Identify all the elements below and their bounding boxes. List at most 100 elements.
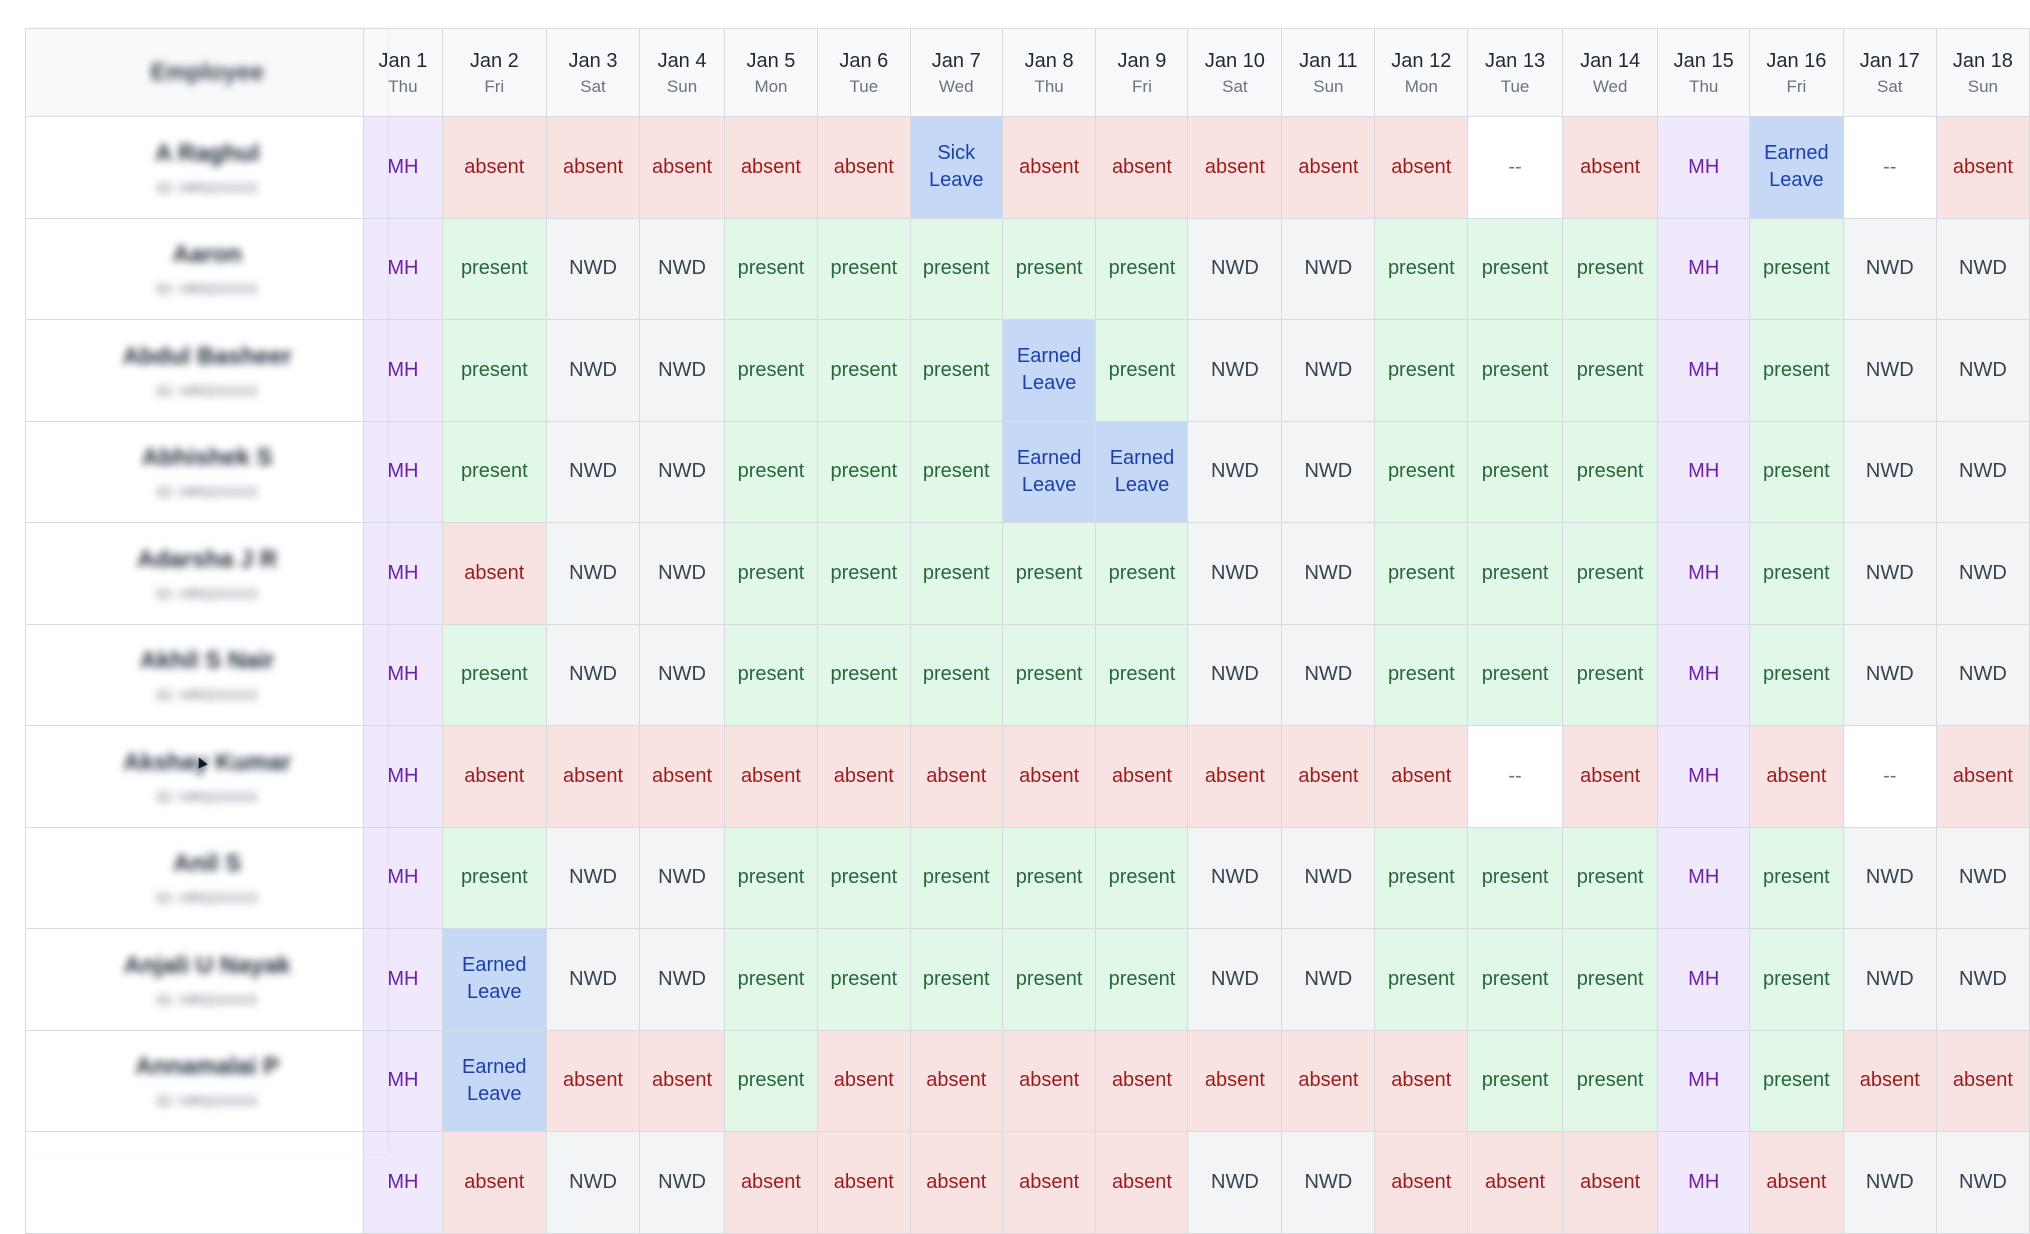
attendance-cell[interactable]: NWD xyxy=(1935,623,2030,726)
attendance-cell[interactable]: present xyxy=(1561,928,1659,1031)
attendance-cell[interactable]: present xyxy=(441,217,548,320)
attendance-cell[interactable]: absent xyxy=(816,1029,911,1132)
attendance-cell[interactable]: absent xyxy=(1935,725,2030,828)
attendance-cell[interactable]: Earned Leave xyxy=(1095,420,1189,523)
attendance-cell[interactable]: absent xyxy=(639,725,726,828)
attendance-cell[interactable]: absent xyxy=(546,1029,641,1132)
attendance-cell[interactable]: NWD xyxy=(1842,623,1937,726)
attendance-cell[interactable]: NWD xyxy=(639,1131,726,1234)
attendance-cell[interactable]: absent xyxy=(816,725,911,828)
day-column-header[interactable]: Jan 8 Thu xyxy=(1001,28,1097,117)
attendance-cell[interactable]: present xyxy=(909,217,1003,320)
attendance-cell[interactable]: NWD xyxy=(1187,319,1283,422)
attendance-cell[interactable]: present xyxy=(1467,623,1563,726)
attendance-cell[interactable]: present xyxy=(724,522,818,625)
attendance-cell[interactable]: present xyxy=(724,319,818,422)
attendance-cell[interactable]: absent xyxy=(1001,1029,1097,1132)
attendance-cell[interactable]: present xyxy=(1749,217,1844,320)
attendance-cell[interactable]: present xyxy=(1749,522,1844,625)
attendance-cell[interactable]: -- xyxy=(1842,725,1937,828)
attendance-cell[interactable]: NWD xyxy=(1281,217,1376,320)
attendance-cell[interactable]: -- xyxy=(1842,116,1937,219)
attendance-cell[interactable]: present xyxy=(1095,522,1189,625)
attendance-cell[interactable]: present xyxy=(1095,319,1189,422)
attendance-cell[interactable]: present xyxy=(1374,319,1469,422)
attendance-cell[interactable]: present xyxy=(909,826,1003,929)
attendance-cell[interactable]: absent xyxy=(909,725,1003,828)
attendance-cell[interactable]: absent xyxy=(1001,1131,1097,1234)
employee-cell[interactable]: Akshay Kumar ID: HR02XXXX xyxy=(24,725,365,828)
attendance-cell[interactable]: MH xyxy=(363,522,443,625)
attendance-cell[interactable]: absent xyxy=(1281,116,1376,219)
attendance-cell[interactable]: present xyxy=(1374,217,1469,320)
attendance-cell[interactable]: absent xyxy=(724,1131,818,1234)
attendance-cell[interactable]: present xyxy=(1467,522,1563,625)
attendance-cell[interactable]: present xyxy=(1001,826,1097,929)
attendance-cell[interactable]: absent xyxy=(1842,1029,1937,1132)
day-column-header[interactable]: Jan 3 Sat xyxy=(546,28,641,117)
attendance-cell[interactable]: present xyxy=(1095,217,1189,320)
attendance-cell[interactable]: absent xyxy=(1001,725,1097,828)
attendance-cell[interactable]: present xyxy=(724,826,818,929)
day-column-header[interactable]: Jan 17 Sat xyxy=(1842,28,1937,117)
day-column-header[interactable]: Jan 13 Tue xyxy=(1467,28,1563,117)
attendance-cell[interactable]: NWD xyxy=(1935,1131,2030,1234)
attendance-cell[interactable]: NWD xyxy=(546,1131,641,1234)
attendance-cell[interactable]: NWD xyxy=(1187,623,1283,726)
employee-cell[interactable]: A Raghul ID: HR02XXXX xyxy=(24,116,365,219)
attendance-cell[interactable]: absent xyxy=(1095,116,1189,219)
attendance-cell[interactable]: present xyxy=(1749,420,1844,523)
attendance-cell[interactable]: absent xyxy=(546,116,641,219)
attendance-cell[interactable]: present xyxy=(1467,1029,1563,1132)
attendance-cell[interactable]: present xyxy=(1467,420,1563,523)
attendance-cell[interactable]: MH xyxy=(1657,522,1751,625)
attendance-cell[interactable]: present xyxy=(724,928,818,1031)
attendance-cell[interactable]: present xyxy=(909,319,1003,422)
attendance-cell[interactable]: present xyxy=(724,623,818,726)
attendance-cell[interactable]: NWD xyxy=(639,623,726,726)
attendance-cell[interactable]: present xyxy=(1749,623,1844,726)
attendance-cell[interactable]: present xyxy=(1749,928,1844,1031)
attendance-cell[interactable]: present xyxy=(1374,420,1469,523)
employee-cell[interactable]: Annamalai P ID: HR02XXXX xyxy=(24,1029,365,1132)
attendance-cell[interactable]: absent xyxy=(1374,1029,1469,1132)
attendance-cell[interactable]: present xyxy=(1749,319,1844,422)
attendance-cell[interactable]: NWD xyxy=(1281,826,1376,929)
attendance-cell[interactable]: present xyxy=(1467,928,1563,1031)
attendance-cell[interactable]: present xyxy=(816,319,911,422)
attendance-cell[interactable]: NWD xyxy=(1281,928,1376,1031)
attendance-cell[interactable]: NWD xyxy=(1281,1131,1376,1234)
day-column-header[interactable]: Jan 12 Mon xyxy=(1374,28,1469,117)
day-column-header[interactable]: Jan 4 Sun xyxy=(639,28,726,117)
attendance-cell[interactable]: present xyxy=(1467,319,1563,422)
attendance-cell[interactable]: present xyxy=(1001,623,1097,726)
attendance-cell[interactable]: NWD xyxy=(1842,1131,1937,1234)
attendance-cell[interactable]: NWD xyxy=(1842,420,1937,523)
attendance-cell[interactable]: MH xyxy=(363,217,443,320)
employee-cell[interactable]: Aaron ID: HR02XXXX xyxy=(24,217,365,320)
day-column-header[interactable]: Jan 9 Fri xyxy=(1095,28,1189,117)
attendance-cell[interactable]: MH xyxy=(363,1131,443,1234)
attendance-cell[interactable]: present xyxy=(1749,826,1844,929)
attendance-cell[interactable]: Sick Leave xyxy=(909,116,1003,219)
attendance-cell[interactable]: Earned Leave xyxy=(1001,420,1097,523)
attendance-cell[interactable]: present xyxy=(816,826,911,929)
attendance-cell[interactable]: present xyxy=(909,623,1003,726)
attendance-cell[interactable]: present xyxy=(1561,420,1659,523)
attendance-cell[interactable]: present xyxy=(816,217,911,320)
attendance-cell[interactable]: absent xyxy=(639,1029,726,1132)
attendance-cell[interactable]: present xyxy=(1095,623,1189,726)
attendance-cell[interactable]: MH xyxy=(363,116,443,219)
attendance-cell[interactable]: NWD xyxy=(1281,623,1376,726)
day-column-header[interactable]: Jan 14 Wed xyxy=(1561,28,1659,117)
attendance-cell[interactable]: NWD xyxy=(546,420,641,523)
attendance-cell[interactable]: present xyxy=(1561,319,1659,422)
attendance-cell[interactable]: MH xyxy=(363,928,443,1031)
attendance-cell[interactable]: absent xyxy=(1095,1131,1189,1234)
attendance-cell[interactable]: NWD xyxy=(639,826,726,929)
attendance-cell[interactable]: NWD xyxy=(1935,826,2030,929)
attendance-cell[interactable]: present xyxy=(1001,928,1097,1031)
attendance-cell[interactable]: absent xyxy=(816,116,911,219)
attendance-cell[interactable]: absent xyxy=(1187,1029,1283,1132)
day-column-header[interactable]: Jan 16 Fri xyxy=(1749,28,1844,117)
